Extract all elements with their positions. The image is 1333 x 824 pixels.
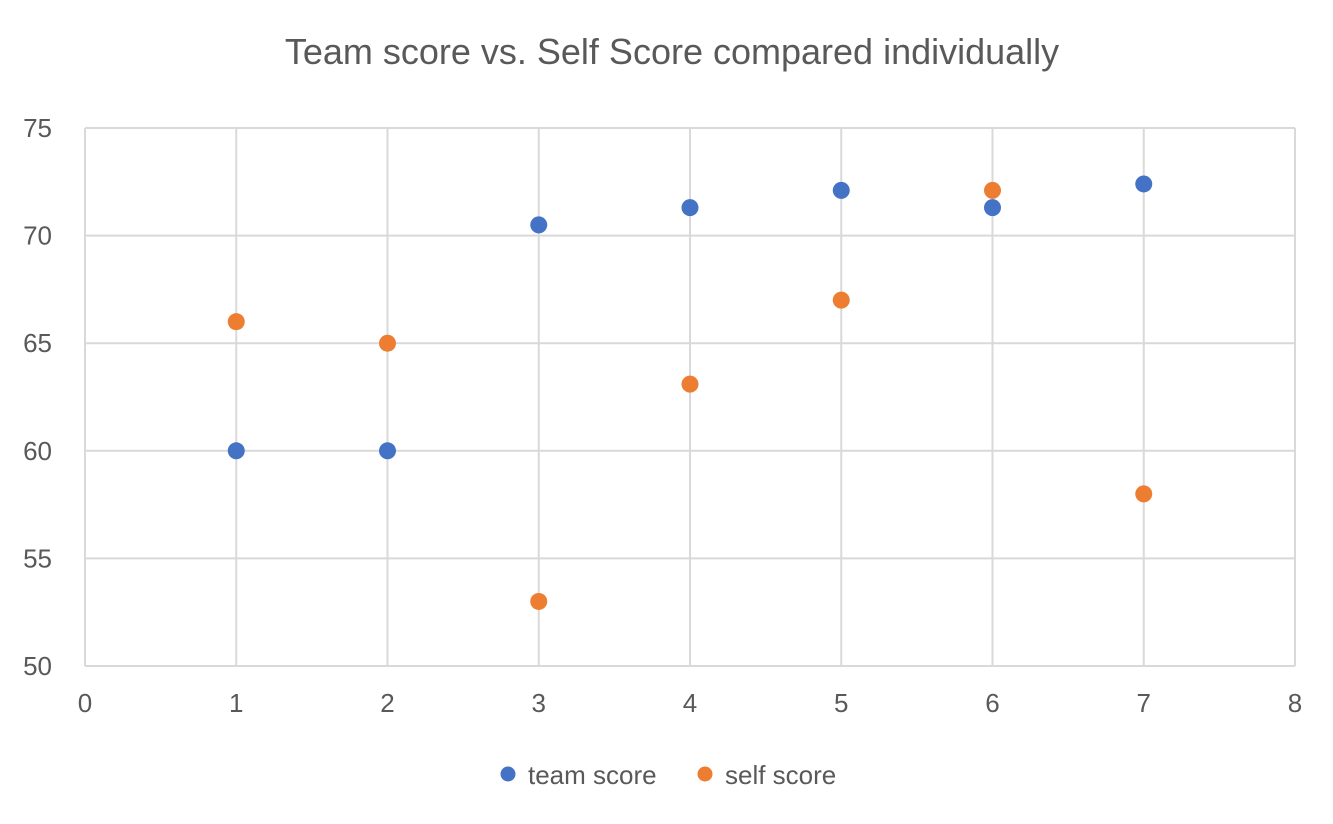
legend-item: team score — [500, 760, 657, 790]
data-points — [227, 175, 1153, 610]
x-tick-label: 8 — [1288, 688, 1302, 718]
y-tick-label: 70 — [23, 221, 52, 251]
chart-title: Team score vs. Self Score compared indiv… — [285, 31, 1059, 72]
y-tick-label: 75 — [23, 113, 52, 143]
legend-marker — [697, 766, 713, 782]
data-point — [984, 181, 1001, 199]
grid-lines — [85, 127, 1296, 666]
data-point — [681, 199, 699, 217]
data-point — [530, 592, 548, 610]
data-point — [379, 442, 396, 460]
data-point — [1135, 485, 1153, 503]
x-tick-label: 7 — [1137, 688, 1151, 718]
x-tick-label: 1 — [229, 688, 243, 718]
tick-labels: 50 55 60 65 70 75 0 1 2 3 4 5 6 7 8 — [23, 113, 1302, 718]
legend: team score self score — [500, 760, 836, 790]
data-point — [681, 375, 699, 393]
x-tick-label: 5 — [834, 688, 848, 718]
data-point — [530, 216, 548, 234]
x-tick-label: 0 — [78, 688, 92, 718]
legend-marker — [500, 766, 516, 782]
y-tick-label: 65 — [23, 328, 52, 358]
series-self-score — [227, 181, 1153, 610]
y-tick-label: 55 — [23, 543, 52, 573]
data-point — [1135, 175, 1153, 193]
data-point — [227, 442, 245, 460]
data-point — [227, 313, 245, 331]
x-tick-label: 2 — [380, 688, 394, 718]
data-point — [379, 334, 396, 352]
legend-label: self score — [725, 760, 836, 790]
series-team-score — [227, 175, 1153, 460]
data-point — [832, 181, 850, 199]
data-point — [832, 291, 850, 309]
y-tick-label: 60 — [23, 436, 52, 466]
legend-label: team score — [528, 760, 657, 790]
data-point — [984, 199, 1001, 217]
x-tick-label: 6 — [985, 688, 999, 718]
x-tick-label: 4 — [683, 688, 697, 718]
legend-item: self score — [697, 760, 836, 790]
y-tick-label: 50 — [23, 651, 52, 681]
x-tick-label: 3 — [532, 688, 546, 718]
axes — [84, 128, 1295, 667]
